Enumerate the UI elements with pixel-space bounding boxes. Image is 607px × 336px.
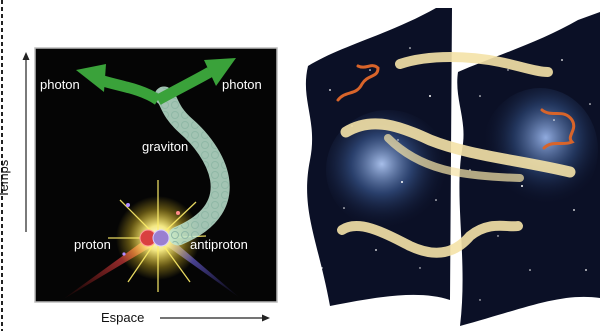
photon-arrow-right-head [204, 58, 236, 86]
space-axis-label: Espace [101, 310, 145, 325]
time-axis-label: Temps [0, 159, 11, 198]
nebula-right [482, 88, 598, 212]
orange-string-left [336, 64, 380, 102]
photon-arrow-right-shaft [155, 67, 213, 105]
sparkle-dot [122, 252, 126, 256]
sparkle-dot [176, 211, 180, 215]
stars [321, 47, 591, 301]
particle-diagram-panel [34, 47, 278, 303]
proton-label: proton [74, 237, 111, 252]
antiproton-particle [152, 229, 170, 247]
space-axis-arrowhead [262, 314, 270, 322]
cream-strings [337, 52, 576, 258]
string-middle-branch [384, 134, 524, 182]
string-middle [340, 118, 576, 178]
graviton-coil [155, 87, 229, 245]
photon-right-label: photon [222, 77, 262, 92]
space-sheets-panel [305, 8, 600, 326]
antiproton-label: antiproton [190, 237, 248, 252]
photon-arrow-left-head [76, 64, 106, 92]
photon-left-label: photon [40, 77, 80, 92]
graviton-label: graviton [142, 139, 189, 154]
orange-string-right [540, 108, 576, 150]
sparkle-dot [126, 203, 130, 207]
time-axis-arrowhead [22, 52, 30, 60]
string-top [395, 52, 553, 77]
string-bottom [337, 220, 523, 258]
